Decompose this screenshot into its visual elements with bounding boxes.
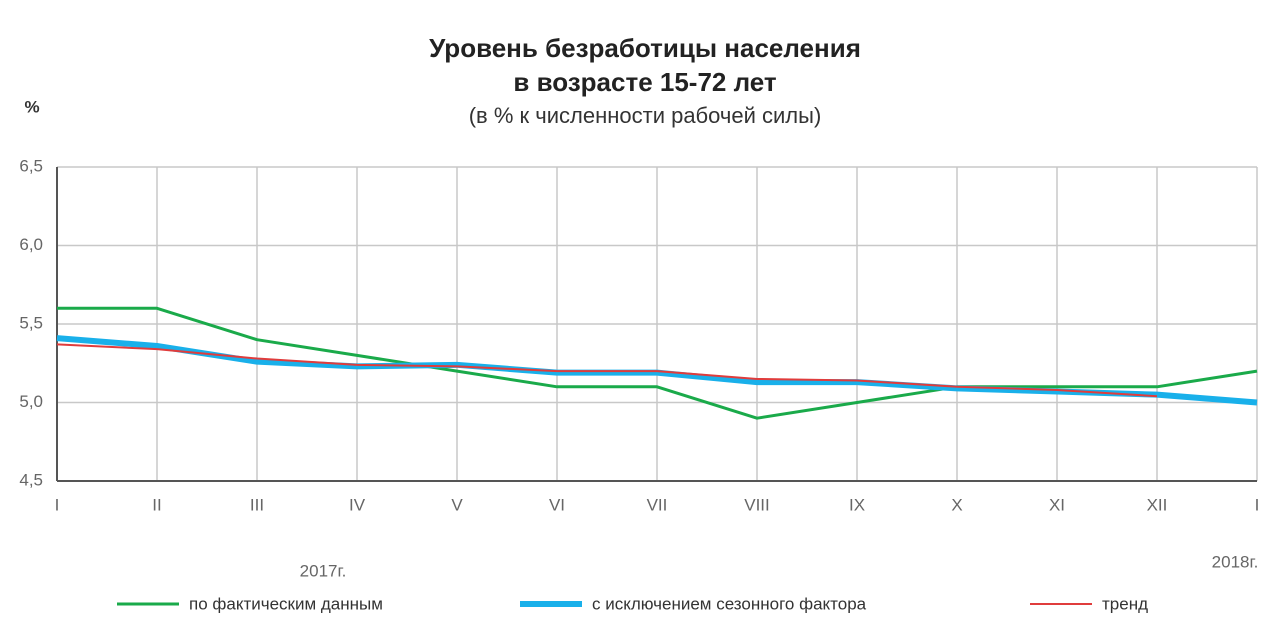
- series-line: [56, 335, 1258, 406]
- series-line: [56, 343, 1158, 398]
- x-tick-label: I: [55, 495, 60, 514]
- y-tick-label: 5,5: [19, 313, 43, 332]
- x-tick-label: XI: [1049, 495, 1065, 514]
- x-tick-label: VI: [549, 495, 565, 514]
- x-tick-label: IV: [349, 495, 366, 514]
- series-line: [57, 306, 1258, 420]
- chart-title-line: в возрасте 15-72 лет: [513, 67, 777, 97]
- x-tick-label: IX: [849, 495, 865, 514]
- x-tick-label: I: [1255, 495, 1260, 514]
- legend-label: с исключением сезонного фактора: [592, 594, 867, 613]
- annotation: 2017г.: [300, 561, 347, 580]
- x-tick-label: VIII: [744, 495, 770, 514]
- y-tick-label: 6,0: [19, 235, 43, 254]
- annotation: 2018г.: [1212, 552, 1259, 571]
- y-axis-label: %: [24, 97, 39, 116]
- legend-label: по фактическим данным: [189, 594, 383, 613]
- x-tick-label: V: [451, 495, 463, 514]
- legend-label: тренд: [1102, 594, 1148, 613]
- chart-subtitle: (в % к численности рабочей силы): [469, 103, 822, 128]
- y-tick-label: 4,5: [19, 470, 43, 489]
- y-tick-label: 6,5: [19, 156, 43, 175]
- x-tick-label: II: [152, 495, 161, 514]
- x-tick-label: XII: [1147, 495, 1168, 514]
- chart-title: Уровень безработицы населения: [429, 33, 861, 63]
- x-tick-label: VII: [647, 495, 668, 514]
- y-tick-label: 5,0: [19, 392, 43, 411]
- x-tick-label: X: [951, 495, 962, 514]
- x-tick-label: III: [250, 495, 264, 514]
